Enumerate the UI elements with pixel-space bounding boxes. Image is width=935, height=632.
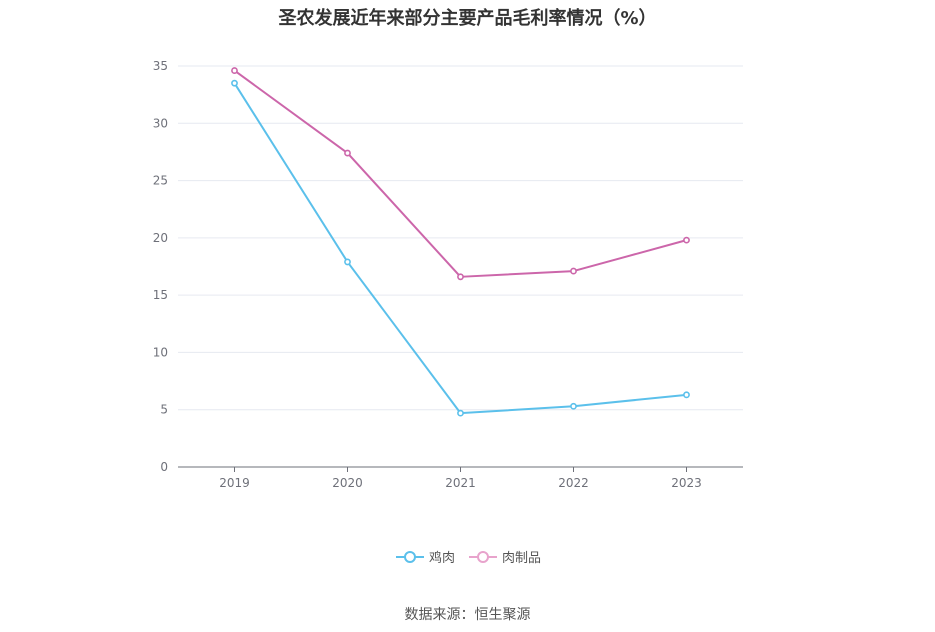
y-tick-label: 5 bbox=[160, 403, 168, 417]
series-line-0 bbox=[233, 82, 687, 415]
data-point-1-4 bbox=[683, 236, 690, 244]
data-point-0-3 bbox=[570, 402, 577, 410]
y-tick-label: 10 bbox=[153, 345, 168, 359]
series-line-1 bbox=[233, 69, 687, 278]
data-point-0-1 bbox=[344, 258, 351, 266]
data-point-1-2 bbox=[457, 273, 464, 281]
chart-title: 圣农发展近年来部分主要产品毛利率情况（%） bbox=[278, 8, 657, 29]
series-lines bbox=[231, 67, 690, 417]
data-source: 数据来源：恒生聚源 bbox=[404, 607, 531, 623]
x-tick-label: 2023 bbox=[671, 476, 702, 490]
data-point-1-1 bbox=[344, 149, 351, 157]
x-tick-label: 2021 bbox=[445, 476, 476, 490]
data-point-0-2 bbox=[457, 409, 464, 417]
legend-item-chicken[interactable]: 鸡肉 bbox=[396, 547, 455, 566]
legend-marker-chicken-icon bbox=[396, 550, 424, 563]
legend-label-chicken: 鸡肉 bbox=[429, 551, 456, 566]
data-point-0-4 bbox=[683, 391, 690, 399]
legend-label-meat-products: 肉制品 bbox=[502, 551, 542, 566]
y-tick-label: 35 bbox=[153, 59, 168, 73]
legend-item-meat-products[interactable]: 肉制品 bbox=[469, 547, 541, 566]
legend: 鸡肉 肉制品 bbox=[0, 547, 935, 567]
grid-lines bbox=[178, 65, 743, 411]
data-point-1-3 bbox=[570, 267, 577, 275]
y-tick-label: 20 bbox=[153, 231, 168, 245]
x-tick-label: 2022 bbox=[558, 476, 589, 490]
y-tick-label: 25 bbox=[153, 174, 168, 188]
x-tick-label: 2020 bbox=[332, 476, 363, 490]
y-tick-label: 15 bbox=[153, 288, 168, 302]
data-point-0-0 bbox=[231, 79, 238, 87]
axes: 0 5 10 15 20 25 30 35 2019 2020 2021 2022 2023 bbox=[153, 59, 743, 490]
legend-marker-meat-products-icon bbox=[469, 550, 497, 563]
y-tick-label: 0 bbox=[160, 460, 168, 474]
data-point-1-0 bbox=[231, 67, 238, 74]
y-tick-label: 30 bbox=[153, 116, 168, 130]
x-tick-label: 2019 bbox=[219, 476, 250, 490]
line-chart: 0 5 10 15 20 25 30 35 2019 2020 2021 2022 2023 bbox=[153, 59, 743, 490]
